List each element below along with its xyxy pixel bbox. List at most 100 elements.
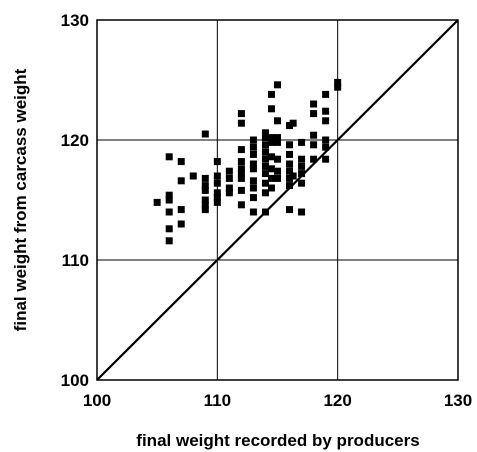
data-point	[267, 153, 275, 161]
data-point	[274, 167, 281, 175]
data-point	[165, 196, 173, 204]
data-point	[237, 201, 245, 209]
data-point	[334, 78, 342, 86]
data-point	[267, 138, 275, 146]
data-point	[165, 225, 173, 233]
data-point	[237, 170, 245, 178]
data-point	[267, 90, 275, 98]
data-point	[261, 208, 269, 216]
data-point	[249, 150, 257, 158]
data-point	[177, 158, 185, 166]
data-point	[322, 90, 330, 98]
y-tick-label-110: 110	[62, 251, 89, 270]
data-point	[298, 208, 306, 216]
y-tick-label-100: 100	[61, 371, 89, 390]
data-point	[274, 174, 281, 182]
data-point	[274, 117, 281, 125]
data-point	[267, 174, 275, 182]
reference-line	[96, 19, 459, 381]
data-point	[267, 184, 275, 192]
y-tick-label-130: 130	[61, 11, 89, 30]
data-point	[237, 186, 245, 194]
x-tick-label-100: 100	[83, 391, 111, 410]
data-point	[289, 172, 297, 180]
x-tick-label-130: 130	[444, 391, 472, 410]
data-point	[286, 150, 294, 158]
data-point	[249, 143, 257, 151]
data-point	[201, 130, 209, 138]
data-point	[322, 155, 330, 163]
data-point	[274, 81, 281, 89]
data-point	[322, 117, 330, 125]
x-axis-title: final weight recorded by producers	[136, 431, 419, 450]
data-point	[261, 162, 269, 170]
x-tick-label-110: 110	[204, 391, 231, 410]
data-point	[177, 177, 185, 185]
data-point	[213, 198, 221, 206]
data-point	[177, 220, 185, 228]
data-point	[213, 189, 221, 197]
data-point	[201, 196, 209, 204]
data-point	[261, 141, 269, 149]
y-tick-labels: 100 110 120 130	[61, 11, 89, 390]
data-point	[249, 184, 257, 192]
data-point	[213, 172, 221, 180]
data-point	[261, 148, 269, 156]
data-point	[189, 172, 197, 180]
data-point	[237, 110, 245, 118]
data-point	[261, 170, 269, 178]
data-point	[225, 184, 233, 192]
data-point	[261, 189, 269, 197]
data-point	[153, 198, 161, 206]
data-point	[225, 189, 233, 197]
x-tick-label-120: 120	[323, 391, 351, 410]
data-point	[261, 129, 269, 137]
plot-frame	[96, 19, 459, 381]
data-point	[322, 143, 330, 151]
data-point	[213, 194, 221, 202]
reference-line-group	[96, 19, 459, 381]
data-point	[261, 179, 269, 187]
data-point	[165, 191, 173, 199]
data-points	[153, 78, 342, 245]
data-point	[165, 208, 173, 216]
data-point	[213, 158, 221, 166]
data-point	[201, 206, 209, 214]
y-axis-title: final weight from carcass weight	[11, 68, 30, 331]
data-point	[286, 182, 294, 190]
data-point	[274, 155, 281, 163]
data-point	[310, 110, 318, 118]
data-point	[298, 179, 306, 187]
data-point	[225, 167, 233, 175]
data-point	[298, 170, 306, 178]
data-point	[310, 155, 318, 163]
data-point	[201, 201, 209, 209]
data-point	[237, 165, 245, 173]
data-point	[267, 165, 275, 173]
data-point	[286, 167, 294, 175]
y-tick-label-120: 120	[61, 131, 89, 150]
data-point	[261, 155, 269, 163]
data-point	[298, 155, 306, 163]
data-point	[249, 136, 257, 144]
data-point	[298, 138, 306, 146]
data-point	[249, 165, 257, 173]
data-point	[249, 160, 257, 168]
data-point	[165, 237, 173, 245]
data-point	[310, 100, 318, 108]
data-point	[274, 138, 281, 146]
data-point	[310, 141, 318, 149]
data-point	[237, 174, 245, 182]
data-point	[177, 206, 185, 214]
data-point	[322, 136, 330, 144]
data-point	[286, 122, 294, 130]
data-point	[298, 162, 306, 170]
data-point	[267, 105, 275, 113]
data-point	[249, 208, 257, 216]
data-point	[237, 158, 245, 166]
data-point	[201, 186, 209, 194]
data-point	[261, 134, 269, 142]
data-point	[201, 182, 209, 190]
data-point	[237, 119, 245, 127]
